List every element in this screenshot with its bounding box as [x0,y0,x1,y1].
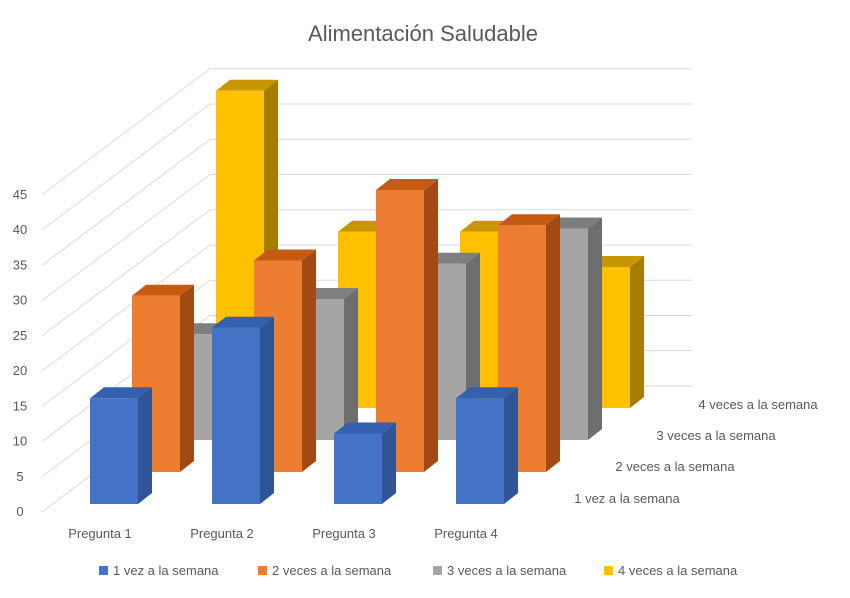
y-tick-label: 45 [13,187,27,202]
bar-side [546,214,560,472]
bar-top [132,284,194,296]
y-tick-label: 0 [16,504,23,519]
legend-swatch [604,566,613,575]
chart-title: Alimentación Saludable [308,21,538,46]
y-tick-label: 20 [13,363,27,378]
y-tick-label: 5 [16,469,23,484]
y-tick-label: 35 [13,257,27,272]
y-axis-ticks: 0 5 10 15 20 25 30 35 40 45 [13,187,27,519]
bar-side [382,422,396,504]
legend-swatch [433,566,442,575]
bar-front [334,433,382,504]
bar-side [260,316,274,504]
category-label: Pregunta 2 [190,526,254,541]
bar-side [138,387,152,504]
bar-side [504,387,518,504]
bar-side [344,288,358,440]
bar-side [180,284,194,472]
y-tick-label: 30 [13,293,27,308]
bar-side [302,249,316,472]
series-depth-label: 1 vez a la semana [574,491,680,506]
y-tick-label: 40 [13,222,27,237]
bar [498,214,560,472]
bar [334,422,396,504]
legend-label: 3 veces a la semana [447,563,567,578]
bar-front [456,398,504,504]
series-depth-labels: 1 vez a la semana 2 veces a la semana 3 ve… [574,397,818,506]
y-tick-label: 10 [13,434,27,449]
gridline-diagonal [41,103,211,231]
bar-front [90,398,138,504]
legend-swatch [258,566,267,575]
gridline-diagonal [41,209,211,337]
y-tick-label: 25 [13,328,27,343]
series-depth-label: 4 veces a la semana [698,397,818,412]
bar [90,387,152,504]
category-label: Pregunta 1 [68,526,132,541]
legend-label: 2 veces a la semana [272,563,392,578]
legend-label: 4 veces a la semana [618,563,738,578]
series-depth-label: 2 veces a la semana [615,459,735,474]
gridline-diagonal [41,174,211,301]
category-label: Pregunta 4 [434,526,498,541]
y-tick-label: 15 [13,398,27,413]
category-labels: Pregunta 1 Pregunta 2 Pregunta 3 Pregunta 4 [68,526,498,541]
series-depth-label: 3 veces a la semana [656,428,776,443]
legend-label: 1 vez a la semana [113,563,219,578]
bar-top [376,179,438,190]
bar [212,316,274,504]
gridline-diagonal [41,68,211,196]
bar-top [254,249,316,261]
bar-top [334,422,396,434]
gridline-diagonal [41,138,211,266]
legend-swatch [99,566,108,575]
bar-top [212,316,274,328]
bars [90,79,644,504]
gridline-diagonal [41,244,211,372]
bar-top [216,79,278,91]
bar [456,387,518,504]
legend: 1 vez a la semana 2 veces a la semana 3 ve… [99,563,738,578]
bar-top [498,214,560,226]
bar-side [588,217,602,440]
bar-front [212,327,260,504]
category-label: Pregunta 3 [312,526,376,541]
bar-top [456,387,518,399]
bar-top [90,387,152,399]
bar-side [630,256,644,408]
bar-side [424,179,438,472]
